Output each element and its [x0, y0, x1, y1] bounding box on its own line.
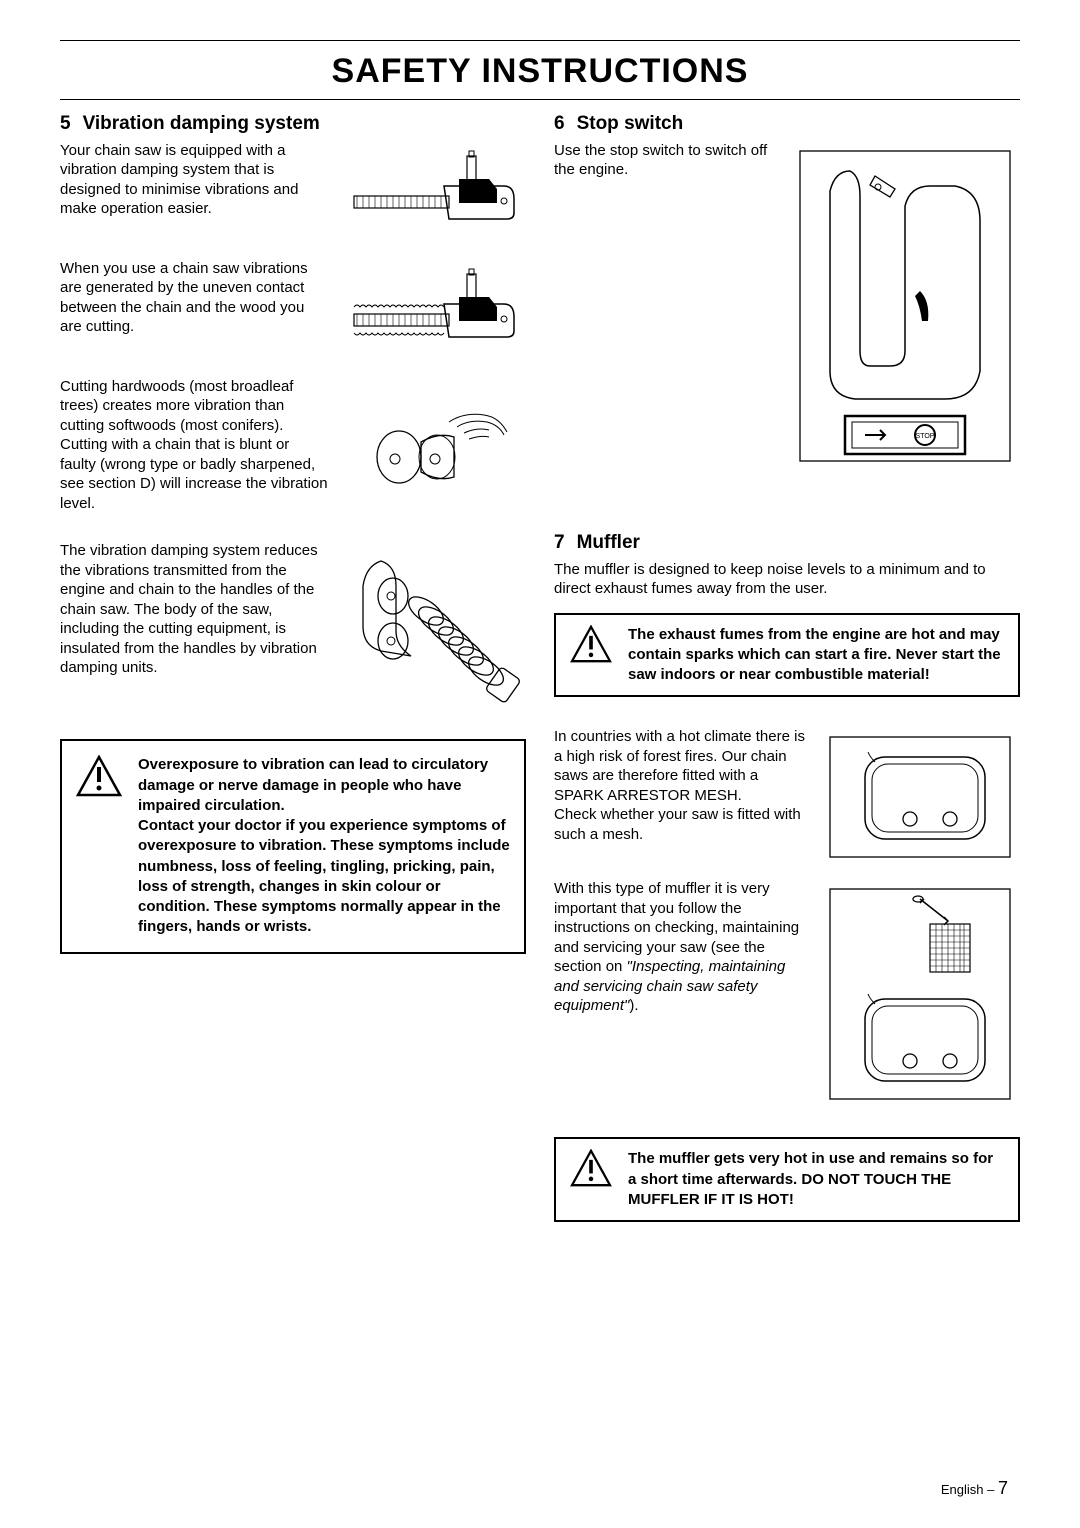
stop-switch-row: Use the stop switch to switch off the en… [554, 141, 1020, 471]
warning-icon [76, 755, 122, 797]
stop-switch-text: Use the stop switch to switch off the en… [554, 141, 778, 180]
page-title: SAFETY INSTRUCTIONS [60, 40, 1020, 100]
right-column: 6 Stop switch Use the stop switch to swit… [554, 112, 1020, 1252]
muffler-text-2: With this type of muffler it is very imp… [554, 879, 808, 1016]
page-footer: English – 7 [941, 1477, 1008, 1500]
stop-switch-figure: STOP [790, 141, 1020, 471]
damping-spring-figure [341, 541, 526, 711]
vibration-row-4: The vibration damping system reduces the… [60, 541, 526, 711]
muffler-text-1: In countries with a hot climate there is… [554, 727, 808, 844]
section-7-heading: 7 Muffler [554, 531, 1020, 556]
section-title: Stop switch [577, 113, 684, 134]
warning-icon [570, 625, 612, 663]
muffler-row-1: In countries with a hot climate there is… [554, 727, 1020, 867]
vibration-text-3: Cutting hardwoods (most broadleaf trees)… [60, 377, 329, 514]
section-title: Vibration damping system [83, 113, 320, 134]
vibration-text-2: When you use a chain saw vibrations are … [60, 259, 329, 337]
section-number: 7 [554, 532, 565, 553]
warning-icon [570, 1149, 612, 1187]
wood-slices-figure [341, 377, 526, 497]
muffler-row-2: With this type of muffler it is very imp… [554, 879, 1020, 1109]
muffler-warning-2-text: The muffler gets very hot in use and rem… [628, 1149, 1004, 1210]
vibration-warning-text: Overexposure to vibration can lead to ci… [138, 755, 510, 937]
section-number: 6 [554, 113, 565, 134]
section-5-heading: 5 Vibration damping system [60, 112, 526, 137]
vibration-row-3: Cutting hardwoods (most broadleaf trees)… [60, 377, 526, 514]
vibration-text-1: Your chain saw is equipped with a vibrat… [60, 141, 329, 219]
chainsaw-vibrating-figure [341, 259, 526, 349]
muffler-intro: The muffler is designed to keep noise le… [554, 560, 1020, 599]
vibration-text-4: The vibration damping system reduces the… [60, 541, 329, 678]
muffler-warning-1: The exhaust fumes from the engine are ho… [554, 613, 1020, 698]
muffler-warning-1-text: The exhaust fumes from the engine are ho… [628, 625, 1004, 686]
vibration-row-2: When you use a chain saw vibrations are … [60, 259, 526, 349]
footer-lang: English – [941, 1482, 998, 1497]
footer-page-number: 7 [998, 1478, 1008, 1498]
vibration-row-1: Your chain saw is equipped with a vibrat… [60, 141, 526, 231]
vibration-warning-box: Overexposure to vibration can lead to ci… [60, 739, 526, 953]
chainsaw-clean-figure [341, 141, 526, 231]
muffler-closed-figure [820, 727, 1020, 867]
section-number: 5 [60, 113, 71, 134]
two-column-layout: 5 Vibration damping system Your chain saw… [60, 112, 1020, 1252]
left-column: 5 Vibration damping system Your chain saw… [60, 112, 526, 1252]
section-title: Muffler [577, 532, 640, 553]
section-6-heading: 6 Stop switch [554, 112, 1020, 137]
stop-label: STOP [916, 433, 935, 440]
muffler-exploded-figure [820, 879, 1020, 1109]
muffler-warning-2: The muffler gets very hot in use and rem… [554, 1137, 1020, 1222]
